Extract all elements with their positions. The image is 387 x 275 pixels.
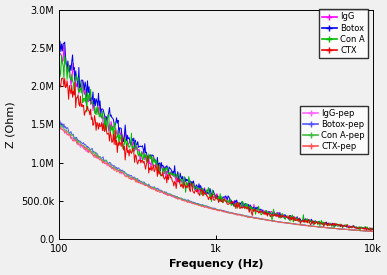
Line: Con A: Con A [59,55,373,231]
Y-axis label: Z (Ohm): Z (Ohm) [5,101,15,148]
CTX [60,76,65,80]
Con A-pep [254,216,259,220]
Botox [370,228,374,231]
IgG [285,215,290,219]
Con A-pep [57,122,62,125]
Line: Botox: Botox [59,41,373,230]
CTX-pep [95,155,100,158]
Con A [358,229,362,232]
Con A [57,55,62,58]
Botox-pep [57,120,62,123]
IgG-pep [159,191,164,194]
CTX-pep [160,190,164,193]
CTX-pep [182,199,187,203]
Line: CTX-pep: CTX-pep [59,128,373,232]
CTX-pep [57,126,62,130]
Botox-pep [58,119,62,122]
Con A-pep [284,221,289,224]
CTX [255,210,259,213]
Botox [57,42,62,45]
CTX-pep [255,217,259,220]
IgG [255,207,259,210]
IgG-pep [57,122,62,125]
IgG-pep [370,230,375,233]
IgG [57,51,62,55]
CTX [95,122,100,126]
IgG [182,179,187,182]
IgG [62,43,66,46]
Con A [59,53,64,57]
Botox-pep [370,230,375,233]
IgG-pep [283,221,288,225]
CTX-pep [370,230,375,233]
Con A [95,105,100,109]
Con A [284,214,288,218]
CTX-pep [368,230,373,233]
Botox [284,216,288,219]
Botox-pep [284,221,288,225]
CTX [57,79,62,82]
Botox [255,205,259,209]
Line: IgG-pep: IgG-pep [59,123,373,231]
IgG-pep [181,198,186,201]
Botox [285,216,290,219]
CTX [285,216,290,219]
Con A [255,208,259,211]
Botox [370,228,375,231]
Botox-pep [255,217,259,220]
Botox-pep [370,230,374,233]
Con A [182,175,187,178]
IgG [370,227,375,231]
Con A [160,173,164,176]
Con A-pep [159,189,164,193]
CTX [368,229,373,232]
Botox [160,165,164,168]
CTX [284,215,288,218]
Con A-pep [370,230,375,233]
IgG [160,166,164,169]
Botox-pep [160,189,164,192]
Con A [370,227,375,230]
IgG-pep [94,155,99,158]
IgG-pep [284,221,289,225]
CTX [182,181,187,184]
Botox-pep [182,198,187,201]
Botox [58,40,62,43]
CTX-pep [58,126,62,129]
Botox [95,104,100,108]
CTX [160,174,164,178]
CTX [370,228,375,231]
Con A [285,214,290,218]
Legend: IgG-pep, Botox-pep, Con A-pep, CTX-pep: IgG-pep, Botox-pep, Con A-pep, CTX-pep [300,106,368,155]
Botox-pep [95,156,100,160]
Botox-pep [285,221,290,225]
Line: Botox-pep: Botox-pep [59,121,373,231]
Botox [182,180,187,184]
IgG [284,214,288,218]
Con A-pep [94,153,99,156]
Line: CTX: CTX [59,78,373,230]
Con A-pep [283,221,288,224]
CTX-pep [285,222,290,225]
Line: Con A-pep: Con A-pep [59,123,373,231]
CTX-pep [284,221,288,224]
Line: IgG: IgG [59,45,373,229]
Con A-pep [181,198,186,201]
IgG-pep [254,217,259,220]
X-axis label: Frequency (Hz): Frequency (Hz) [169,259,263,270]
IgG [95,105,100,109]
